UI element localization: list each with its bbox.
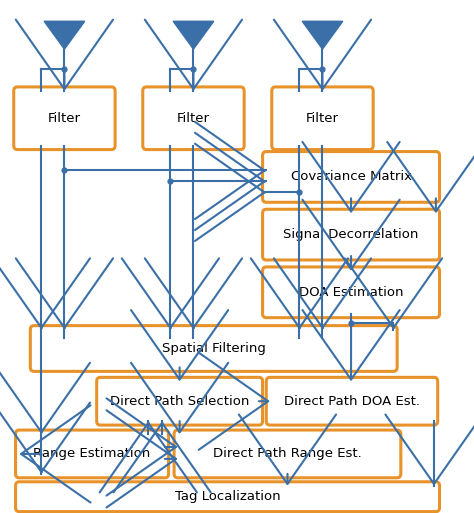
FancyBboxPatch shape xyxy=(14,87,115,150)
FancyBboxPatch shape xyxy=(263,209,439,260)
Polygon shape xyxy=(302,21,343,49)
Text: Signal Decorrelation: Signal Decorrelation xyxy=(283,228,419,241)
FancyBboxPatch shape xyxy=(30,326,397,371)
FancyBboxPatch shape xyxy=(16,430,169,478)
Text: Filter: Filter xyxy=(48,112,81,125)
FancyBboxPatch shape xyxy=(263,267,439,318)
Text: Spatial Filtering: Spatial Filtering xyxy=(162,342,265,355)
Polygon shape xyxy=(44,21,85,49)
FancyBboxPatch shape xyxy=(143,87,244,150)
FancyBboxPatch shape xyxy=(174,430,401,478)
FancyBboxPatch shape xyxy=(272,87,373,150)
Text: DOA Estimation: DOA Estimation xyxy=(299,286,403,299)
Text: Filter: Filter xyxy=(177,112,210,125)
FancyBboxPatch shape xyxy=(97,378,263,425)
Text: Filter: Filter xyxy=(306,112,339,125)
FancyBboxPatch shape xyxy=(263,151,439,202)
Text: Range Estimation: Range Estimation xyxy=(34,447,151,461)
Text: Direct Path DOA Est.: Direct Path DOA Est. xyxy=(284,394,420,408)
FancyBboxPatch shape xyxy=(266,378,438,425)
Text: Tag Localization: Tag Localization xyxy=(175,490,280,503)
Polygon shape xyxy=(173,21,214,49)
Text: Direct Path Range Est.: Direct Path Range Est. xyxy=(213,447,362,461)
Text: Covariance Matrix: Covariance Matrix xyxy=(291,170,411,184)
FancyBboxPatch shape xyxy=(16,482,439,511)
Text: Direct Path Selection: Direct Path Selection xyxy=(110,394,249,408)
